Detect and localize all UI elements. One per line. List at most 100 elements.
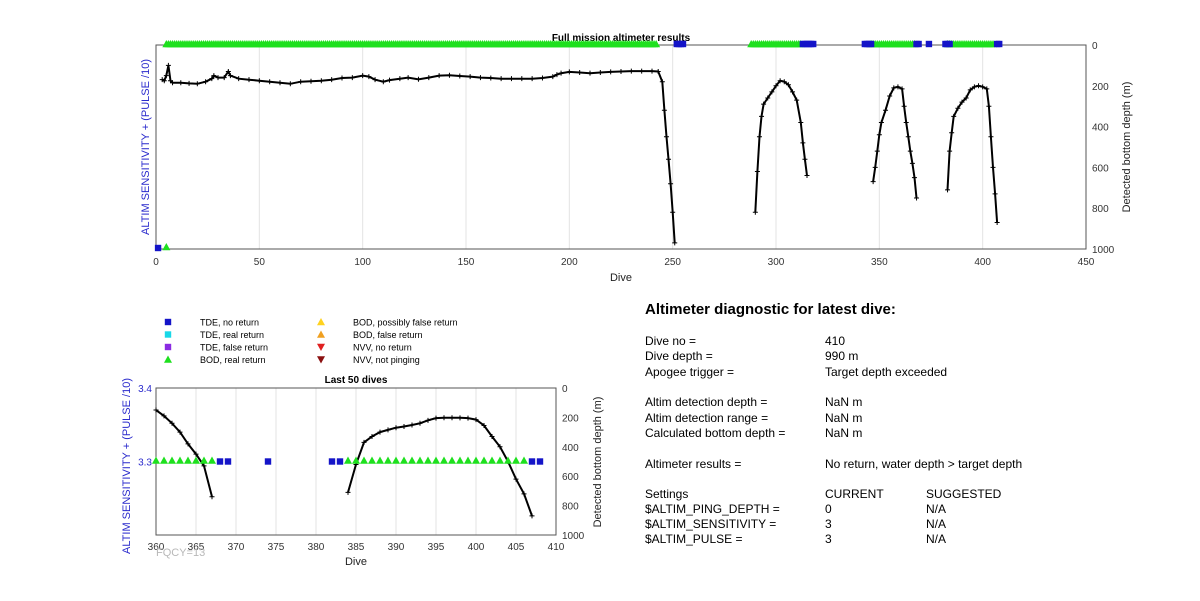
setting-suggested: N/A	[926, 502, 947, 516]
tde-no-return-marker	[336, 458, 344, 465]
depth-point	[529, 76, 535, 82]
x-tick-label: 405	[508, 542, 525, 553]
y-tick-label: 800	[1092, 204, 1109, 215]
y-tick-label: 0	[1092, 41, 1098, 52]
depth-point	[185, 441, 191, 447]
tde-no-return-marker	[946, 40, 953, 48]
depth-point	[878, 120, 884, 126]
depth-point	[668, 181, 674, 187]
diag-label: Calculated bottom depth =	[645, 426, 786, 440]
diag-value: NaN m	[825, 426, 863, 440]
depth-point	[415, 76, 421, 82]
depth-point	[949, 130, 955, 136]
y-tick-label: 400	[562, 443, 579, 454]
depth-point	[409, 422, 415, 428]
depth-point	[497, 444, 503, 450]
depth-point	[465, 415, 471, 421]
depth-point	[781, 79, 787, 85]
bod-real-return-marker	[488, 456, 496, 464]
bod-real-return-marker	[376, 456, 384, 464]
bod-real-return-marker	[162, 243, 171, 251]
legend-marker	[164, 318, 172, 326]
right-axis-label: Detected bottom depth (m)	[592, 397, 604, 528]
x-tick-label: 300	[768, 257, 785, 268]
depth-point	[209, 76, 215, 82]
bod-real-return-marker	[408, 456, 416, 464]
tde-no-return-marker	[925, 40, 933, 48]
depth-point	[246, 77, 252, 83]
depth-point	[980, 84, 986, 90]
tde-no-return-marker	[915, 40, 922, 48]
depth-point	[911, 175, 917, 181]
depth-point	[666, 156, 672, 162]
diagnostic-title: Altimeter diagnostic for latest dive:	[645, 301, 896, 318]
tde-no-return-marker	[536, 458, 544, 465]
fqcy-annotation: FQCY=13	[156, 547, 205, 559]
depth-point	[895, 84, 901, 90]
depth-point	[393, 425, 399, 431]
depth-point	[488, 75, 494, 81]
diag-label: Altimeter results =	[645, 457, 742, 471]
depth-point	[298, 79, 304, 85]
x-tick-label: 395	[428, 542, 445, 553]
depth-line	[347, 416, 533, 517]
legend: TDE, no return TDE, real return TDE, false…	[164, 318, 458, 365]
depth-point	[256, 78, 262, 84]
bod-real-return-marker	[392, 456, 400, 464]
left-axis-label: ALTIM SENSITIVITY + (PULSE /10)	[140, 59, 152, 235]
depth-point	[672, 240, 678, 246]
depth-point	[417, 420, 423, 426]
legend-label: NVV, no return	[353, 343, 412, 353]
depth-point	[988, 134, 994, 140]
y-tick-label: 200	[562, 413, 579, 424]
bod-real-return-marker	[152, 456, 160, 464]
plot-frame	[155, 44, 1087, 250]
depth-point	[759, 113, 765, 119]
depth-point	[380, 79, 386, 85]
depth-point	[903, 120, 909, 126]
depth-point	[899, 86, 905, 92]
depth-point	[872, 164, 878, 170]
depth-point	[992, 191, 998, 197]
y-tick-label: 600	[1092, 163, 1109, 174]
diag-value: 410	[825, 334, 846, 348]
depth-point	[947, 148, 953, 154]
setting-label: $ALTIM_PULSE =	[645, 532, 743, 546]
depth-point	[883, 107, 889, 113]
depth-point	[457, 415, 463, 421]
depth-point	[887, 93, 893, 99]
depth-point	[539, 75, 545, 81]
bod-real-return-marker	[400, 456, 408, 464]
depth-point	[446, 72, 452, 78]
legend-marker	[164, 331, 172, 338]
depth-point	[891, 85, 897, 91]
depth-point	[489, 434, 495, 440]
x-tick-label: 365	[188, 542, 205, 553]
legend-label: TDE, false return	[200, 343, 268, 353]
bod-real-return-marker	[200, 456, 208, 464]
depth-point	[401, 424, 407, 430]
depth-point	[436, 73, 442, 79]
y-tick-label: 800	[562, 502, 579, 513]
left-y-tick-label: 3.3	[138, 458, 152, 469]
depth-point	[267, 79, 273, 85]
y-tick-label: 200	[1092, 82, 1109, 93]
bod-real-return-marker	[384, 456, 392, 464]
depth-point	[277, 80, 283, 86]
depth-point	[945, 187, 951, 193]
depth-point	[761, 101, 767, 107]
depth-point	[790, 89, 796, 95]
depth-point	[349, 75, 355, 81]
depth-point	[608, 69, 614, 75]
bod-real-return-marker	[472, 456, 480, 464]
depth-point	[329, 77, 335, 83]
left-axis-label: ALTIM SENSITIVITY + (PULSE /10)	[121, 378, 133, 554]
depth-point	[959, 99, 965, 105]
diag-label: Dive depth =	[645, 349, 713, 363]
depth-point	[153, 407, 159, 413]
depth-point	[177, 429, 183, 435]
setting-label: $ALTIM_SENSITIVITY =	[645, 517, 777, 531]
depth-point	[628, 68, 634, 74]
depth-point	[802, 156, 808, 162]
bod-real-return-marker	[652, 40, 661, 48]
